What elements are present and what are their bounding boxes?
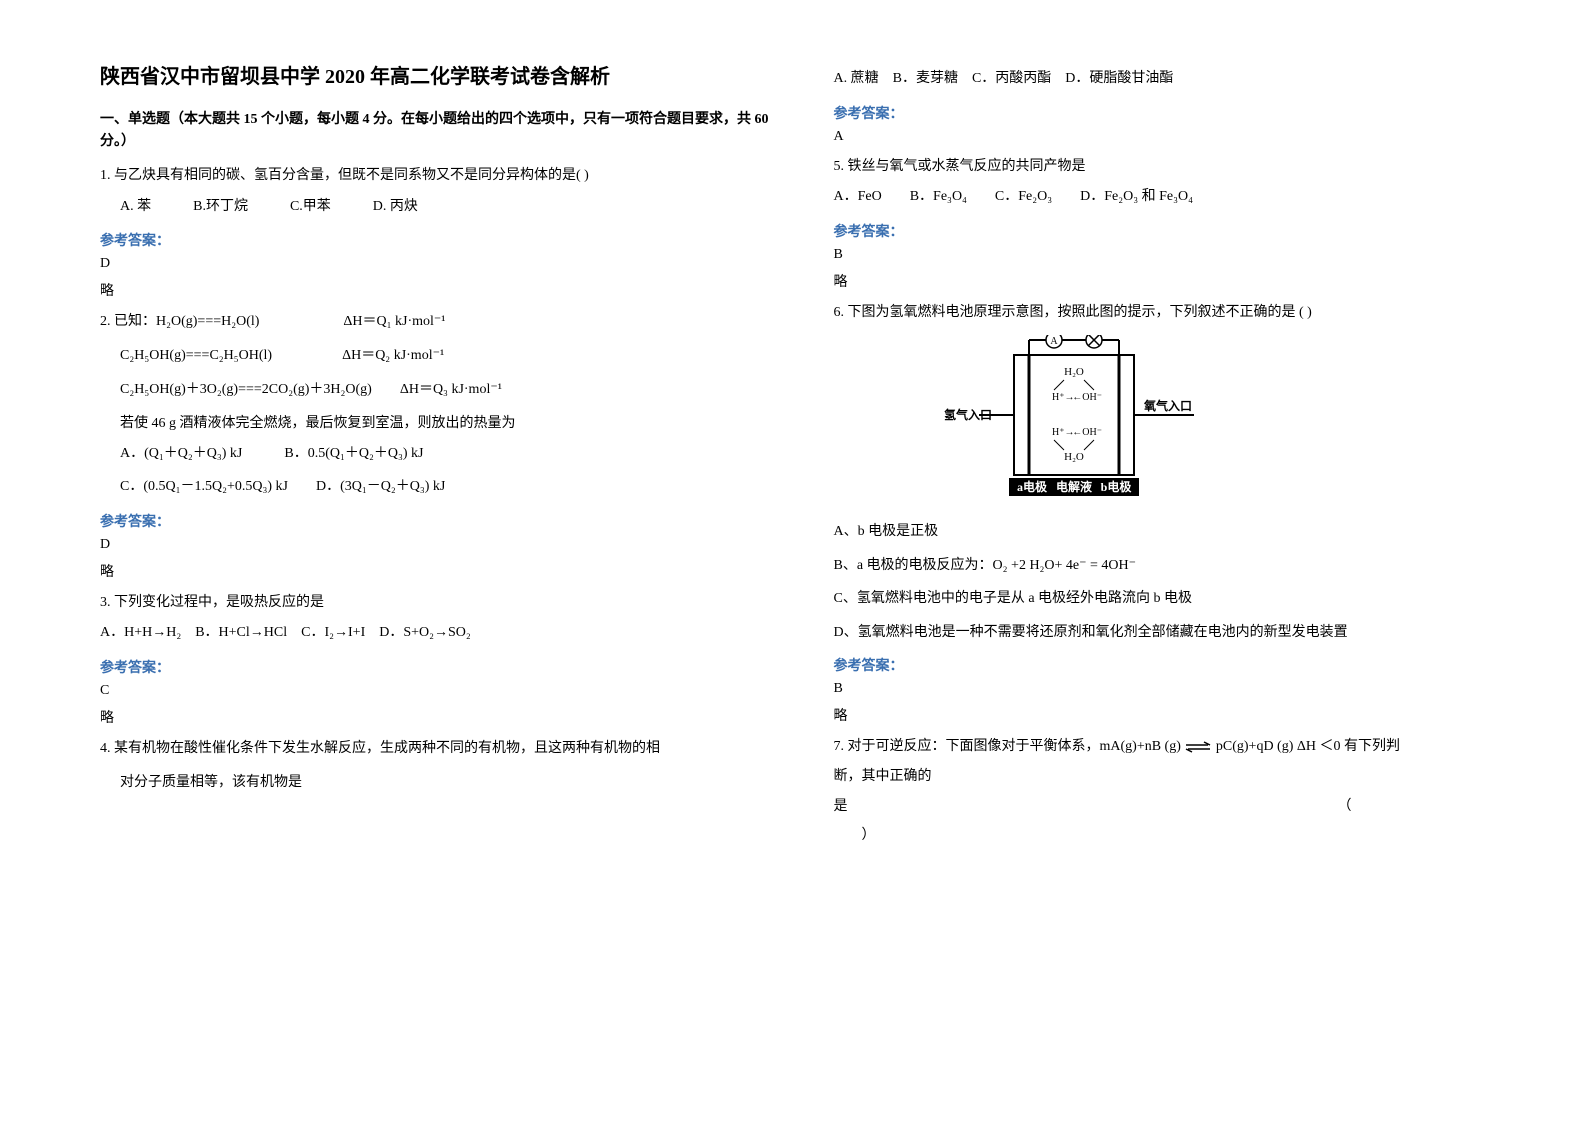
h-arrow-2: H⁺→ bbox=[1052, 427, 1075, 438]
q1-answer-label: 参考答案： bbox=[100, 230, 774, 250]
q6-opt-b: B、a 电极的电极反应为：O₂ +2 H₂O+ 4e⁻ = 4OH⁻ bbox=[834, 554, 1508, 578]
q4-options: A. 蔗糖 B．麦芽糖 C．丙酸丙酯 D．硬脂酸甘油酯 bbox=[834, 66, 1508, 93]
q2-answer-label: 参考答案： bbox=[100, 511, 774, 531]
tie-2 bbox=[1084, 380, 1094, 390]
right-column: A. 蔗糖 B．麦芽糖 C．丙酸丙酯 D．硬脂酸甘油酯 参考答案： A 5. 铁… bbox=[834, 60, 1508, 854]
h2o-top-label: H₂O bbox=[1064, 366, 1084, 378]
q6-diagram: A H₂O H⁺→ ←OH⁻ H⁺→ ←OH⁻ H₂O bbox=[944, 335, 1508, 510]
q1-brief: 略 bbox=[100, 280, 774, 300]
q7-stem-part2: pC(g)+qD (g) ΔH ＜0 有下列判 bbox=[1216, 739, 1400, 754]
q2-brief: 略 bbox=[100, 561, 774, 581]
a-electrode-label: a电极 bbox=[1016, 479, 1047, 494]
q2-line2: C₂H₅OH(g)===C₂H₅OH(l) ΔH＝Q₂ kJ·mol⁻¹ bbox=[120, 344, 774, 368]
page-root: 陕西省汉中市留坝县中学 2020 年高二化学联考试卷含解析 一、单选题（本大题共… bbox=[0, 0, 1587, 894]
q1-stem: 1. 与乙炔具有相同的碳、氢百分含量，但既不是同系物又不是同分异构体的是( ) bbox=[100, 164, 774, 188]
right-inlet-label: 氧气入口 bbox=[1143, 398, 1192, 413]
section-1-header: 一、单选题（本大题共 15 个小题，每小题 4 分。在每小题给出的四个选项中，只… bbox=[100, 109, 774, 154]
q6-opt-a: A、b 电极是正极 bbox=[834, 520, 1508, 544]
left-inlet-label: 氢气入口 bbox=[944, 407, 992, 422]
q7-stem: 7. 对于可逆反应：下面图像对于平衡体系，mA(g)+nB (g) pC(g)+… bbox=[834, 735, 1508, 759]
q5-brief: 略 bbox=[834, 271, 1508, 291]
b-electrode-label: b电极 bbox=[1100, 479, 1132, 494]
q6-answer: B bbox=[834, 681, 1508, 697]
q2-line3: C₂H₅OH(g)＋3O₂(g)===2CO₂(g)＋3H₂O(g) ΔH＝Q₃… bbox=[120, 378, 774, 402]
q6-opt-d: D、氢氧燃料电池是一种不需要将还原剂和氧化剂全部储藏在电池内的新型发电装置 bbox=[834, 621, 1508, 645]
left-column: 陕西省汉中市留坝县中学 2020 年高二化学联考试卷含解析 一、单选题（本大题共… bbox=[100, 60, 774, 854]
q7-stem-line4: 是 （ bbox=[834, 795, 1508, 819]
tie-3 bbox=[1054, 440, 1064, 450]
h2o-bot-label: H₂O bbox=[1064, 451, 1084, 463]
q2-opt-cd: C．(0.5Q₁－1.5Q₂+0.5Q₃) kJ D．(3Q₁－Q₂＋Q₃) k… bbox=[120, 474, 774, 501]
h-arrow-1: H⁺→ bbox=[1052, 392, 1075, 403]
q3-stem: 3. 下列变化过程中，是吸热反应的是 bbox=[100, 591, 774, 615]
oh-arrow-2: ←OH⁻ bbox=[1072, 427, 1102, 438]
tie-4 bbox=[1084, 440, 1094, 450]
q2-stem: 2. 已知：H₂O(g)===H₂O(l) ΔH＝Q₁ kJ·mol⁻¹ bbox=[100, 310, 774, 334]
q5-answer-label: 参考答案： bbox=[834, 221, 1508, 241]
q4-answer-label: 参考答案： bbox=[834, 103, 1508, 123]
exam-title: 陕西省汉中市留坝县中学 2020 年高二化学联考试卷含解析 bbox=[100, 60, 774, 89]
q6-brief: 略 bbox=[834, 705, 1508, 725]
fuel-cell-diagram-svg: A H₂O H⁺→ ←OH⁻ H⁺→ ←OH⁻ H₂O bbox=[944, 335, 1204, 505]
q4-answer: A bbox=[834, 129, 1508, 145]
q7-stem-line3: 断，其中正确的 bbox=[834, 765, 1508, 789]
meter-label: A bbox=[1050, 336, 1058, 347]
q3-answer: C bbox=[100, 683, 774, 699]
q1-answer: D bbox=[100, 256, 774, 272]
q5-stem: 5. 铁丝与氧气或水蒸气反应的共同产物是 bbox=[834, 155, 1508, 179]
q2-answer: D bbox=[100, 537, 774, 553]
q4-stem-line1: 4. 某有机物在酸性催化条件下发生水解反应，生成两种不同的有机物，且这两种有机物… bbox=[100, 737, 774, 761]
q1-options: A. 苯 B.环丁烷 C.甲苯 D. 丙炔 bbox=[120, 194, 774, 221]
q5-options: A．FeO B．Fe₃O₄ C．Fe₂O₃ D．Fe₂O₃ 和 Fe₃O₄ bbox=[834, 184, 1508, 211]
q6-opt-c: C、氢氧燃料电池中的电子是从 a 电极经外电路流向 b 电极 bbox=[834, 587, 1508, 611]
equilibrium-arrow-icon bbox=[1184, 741, 1212, 753]
q2-line4: 若使 46 g 酒精液体完全燃烧，最后恢复到室温，则放出的热量为 bbox=[120, 412, 774, 436]
q4-stem-line2: 对分子质量相等，该有机物是 bbox=[120, 771, 774, 795]
q3-options: A．H+H→H₂ B．H+Cl→HCl C．I₂→I+I D．S+O₂→SO₂ bbox=[100, 620, 774, 647]
tie-1 bbox=[1054, 380, 1064, 390]
q5-answer: B bbox=[834, 247, 1508, 263]
q3-answer-label: 参考答案： bbox=[100, 657, 774, 677]
q6-stem: 6. 下图为氢氧燃料电池原理示意图，按照此图的提示，下列叙述不正确的是 ( ) bbox=[834, 301, 1508, 325]
q7-stem-line5: ） bbox=[834, 824, 1508, 848]
electrolyte-label: 电解液 bbox=[1055, 479, 1091, 494]
oh-arrow-1: ←OH⁻ bbox=[1072, 392, 1102, 403]
q6-answer-label: 参考答案： bbox=[834, 655, 1508, 675]
q2-opt-ab: A．(Q₁＋Q₂＋Q₃) kJ B．0.5(Q₁＋Q₂＋Q₃) kJ bbox=[120, 441, 774, 468]
q3-brief: 略 bbox=[100, 707, 774, 727]
q7-stem-part1: 7. 对于可逆反应：下面图像对于平衡体系，mA(g)+nB (g) bbox=[834, 739, 1181, 754]
